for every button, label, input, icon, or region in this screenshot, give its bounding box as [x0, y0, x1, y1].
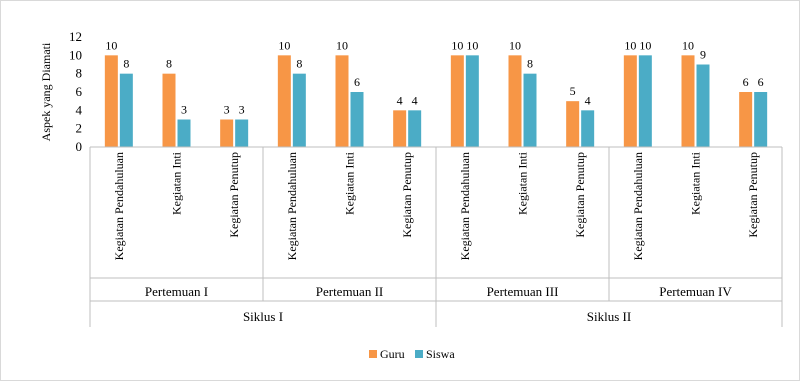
- y-tick-label: 0: [76, 139, 83, 154]
- bar-guru: [220, 119, 234, 147]
- legend: Guru Siswa: [369, 347, 455, 361]
- group-label-siklus: Siklus I: [243, 309, 283, 324]
- data-label-siswa: 6: [354, 75, 360, 89]
- bar-guru: [335, 55, 349, 148]
- bar-guru: [277, 55, 291, 148]
- bar-siswa: [350, 92, 364, 147]
- bar-siswa: [235, 119, 249, 147]
- y-tick-label: 10: [69, 47, 82, 62]
- bar-guru: [450, 55, 464, 148]
- legend-swatch-guru: [369, 350, 377, 358]
- data-label-guru: 10: [278, 38, 290, 52]
- category-label: Kegiatan Pendahuluan: [285, 152, 299, 260]
- category-label: Kegiatan Penutup: [227, 152, 241, 238]
- data-label-siswa: 9: [700, 48, 706, 62]
- bar-guru: [739, 92, 753, 147]
- bar-siswa: [177, 119, 191, 147]
- group-label-pertemuan: Pertemuan I: [145, 284, 208, 299]
- data-label-guru: 4: [397, 93, 403, 107]
- bar-siswa: [292, 73, 306, 147]
- bar-siswa: [523, 73, 537, 147]
- legend-swatch-siswa: [415, 350, 423, 358]
- data-label-guru: 3: [224, 103, 230, 117]
- y-tick-label: 6: [76, 84, 83, 99]
- y-tick-label: 8: [76, 66, 83, 81]
- group-label-pertemuan: Pertemuan II: [316, 284, 384, 299]
- legend-label-guru: Guru: [380, 347, 405, 361]
- data-label-siswa: 4: [585, 93, 591, 107]
- data-label-guru: 10: [509, 38, 521, 52]
- data-label-siswa: 4: [412, 93, 418, 107]
- y-tick-label: 4: [76, 102, 83, 117]
- data-label-guru: 8: [166, 57, 172, 71]
- y-tick-label: 2: [76, 121, 83, 136]
- data-label-siswa: 3: [181, 103, 187, 117]
- category-label: Kegiatan Penutup: [746, 152, 760, 238]
- bar-siswa: [408, 110, 422, 147]
- category-label: Kegiatan Inti: [689, 151, 703, 215]
- category-label: Kegiatan Pendahuluan: [631, 152, 645, 260]
- bar-siswa: [465, 55, 479, 148]
- bar-guru: [681, 55, 695, 148]
- bar-guru: [393, 110, 407, 147]
- y-axis: 0 2 4 6 8 10 12: [69, 29, 83, 154]
- data-label-siswa: 6: [758, 75, 764, 89]
- data-label-guru: 6: [743, 75, 749, 89]
- category-label: Kegiatan Pendahuluan: [112, 152, 126, 260]
- category-label: Kegiatan Penutup: [400, 152, 414, 238]
- data-label-guru: 10: [451, 38, 463, 52]
- bar-guru: [104, 55, 118, 148]
- data-label-siswa: 10: [466, 38, 478, 52]
- category-label: Kegiatan Inti: [516, 151, 530, 215]
- category-label: Kegiatan Pendahuluan: [458, 152, 472, 260]
- bar-guru: [508, 55, 522, 148]
- y-tick-label: 12: [69, 29, 82, 44]
- data-label-guru: 5: [570, 84, 576, 98]
- group-label-siklus: Siklus II: [587, 309, 631, 324]
- bar-siswa: [581, 110, 595, 147]
- x-axis: Kegiatan Pendahuluan Kegiatan Inti Kegiata…: [89, 146, 783, 327]
- category-label: Kegiatan Inti: [170, 151, 184, 215]
- data-label-guru: 10: [336, 38, 348, 52]
- bar-siswa: [696, 64, 710, 147]
- bar-siswa: [754, 92, 768, 147]
- data-label-siswa: 3: [239, 103, 245, 117]
- y-axis-label: Aspek yang Diamati: [39, 42, 53, 141]
- category-label: Kegiatan Inti: [343, 151, 357, 215]
- data-label-guru: 10: [682, 38, 694, 52]
- data-label-guru: 10: [624, 38, 636, 52]
- bar-siswa: [638, 55, 652, 148]
- data-label-siswa: 8: [527, 57, 533, 71]
- data-label-guru: 10: [105, 38, 117, 52]
- data-label-siswa: 8: [296, 57, 302, 71]
- category-label: Kegiatan Penutup: [573, 152, 587, 238]
- bar-guru: [162, 73, 176, 147]
- group-label-pertemuan: Pertemuan III: [487, 284, 559, 299]
- legend-label-siswa: Siswa: [426, 347, 455, 361]
- data-label-siswa: 10: [639, 38, 651, 52]
- data-label-siswa: 8: [123, 57, 129, 71]
- bar-siswa: [119, 73, 133, 147]
- bar-guru: [566, 101, 580, 147]
- bar-guru: [623, 55, 637, 148]
- group-label-pertemuan: Pertemuan IV: [659, 284, 732, 299]
